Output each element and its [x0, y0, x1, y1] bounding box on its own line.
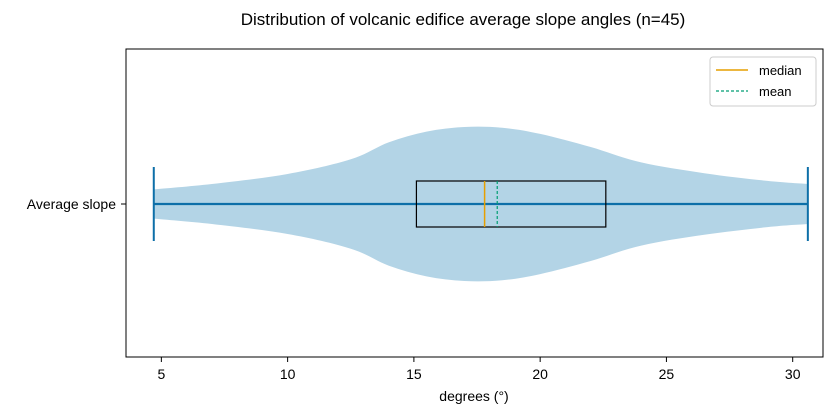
- plot-frame: [125, 48, 824, 358]
- x-tick-label: 25: [659, 366, 675, 382]
- plot-area: [152, 126, 809, 282]
- legend: median mean: [709, 56, 817, 107]
- legend-median-label: median: [759, 63, 802, 78]
- y-axis: Average slope: [27, 196, 126, 212]
- x-tick-label: 5: [157, 366, 165, 382]
- legend-mean-label: mean: [759, 84, 792, 99]
- x-tick-label: 30: [785, 366, 801, 382]
- chart-title: Distribution of volcanic edifice average…: [241, 10, 686, 29]
- y-tick-label: Average slope: [27, 196, 116, 212]
- x-tick-label: 10: [280, 366, 296, 382]
- iqr-box: [415, 180, 607, 228]
- x-axis-label: degrees (°): [439, 388, 508, 404]
- x-axis-ticks: 5 10 15 20 25 30: [157, 357, 801, 382]
- x-tick-label: 20: [532, 366, 548, 382]
- x-tick-label: 15: [406, 366, 422, 382]
